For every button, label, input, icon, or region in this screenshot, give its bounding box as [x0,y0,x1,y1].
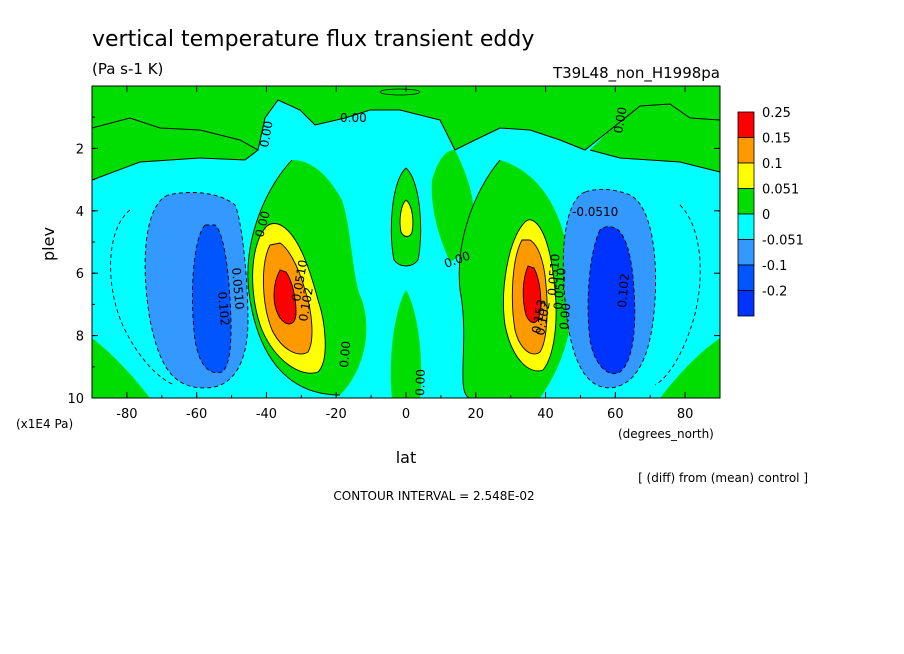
x-axis-label: lat [396,448,417,467]
legend-swatch [737,111,755,138]
dark-blue-region-left [192,225,232,373]
contour-label: 0.0510 [551,267,569,310]
legend-swatch [737,162,755,189]
x-tick-label: -80 [116,407,137,422]
contour-label: 0.0510 [545,253,563,296]
x-tick-label: -60 [186,407,207,422]
green-region-right-strip [590,104,720,172]
y-tick-label: 2 [76,142,84,157]
green-region-bottom-right [660,338,720,398]
red-region-right [523,266,541,323]
x-tick-label: 80 [677,407,694,422]
colorbar-legend: 0.25 0.15 0.1 0.051 0 -0.051 -0.1 -0.2 [737,106,804,317]
x-axis: -80 -60 -40 -20 0 20 40 60 80 [91,86,721,422]
legend-label: 0 [762,208,770,223]
contour-label: 0.00 [337,340,353,368]
contour-label: 0.00 [252,209,272,238]
top-center-feature [379,88,421,96]
y-tick-label: 10 [67,392,84,407]
legend-swatch [737,290,755,317]
zero-contours [92,99,720,181]
red-region-left [274,270,296,324]
y-tick-label: 6 [76,267,84,282]
chart-title: vertical temperature flux transient eddy [92,27,534,52]
contour-label: 0.153 [529,298,549,334]
contour-label: 0.00 [340,111,367,125]
x-tick-label: 0 [402,407,410,422]
legend-label: -0.1 [762,259,787,274]
contour-labels: 0.00 0.00 0.00 0.00 0.00 0.00 0.00 0.00 … [215,106,632,396]
dark-blue-region-right [588,226,635,374]
contour-field: 0.00 0.00 0.00 0.00 0.00 0.00 0.00 0.00 … [92,86,720,398]
contour-label: 0.00 [413,369,428,396]
green-region-bridge-right [431,150,475,262]
y-axis: 2 4 6 8 10 [67,116,720,407]
diff-note: [ (diff) from (mean) control ] [638,471,808,485]
contour-label: 0.00 [257,120,275,149]
legend-label: 0.1 [762,157,783,172]
positive-contours [247,159,557,398]
legend-label: 0.051 [762,183,799,198]
legend-label: 0.25 [762,106,791,121]
negative-contours [110,188,701,389]
chart-units: (Pa s-1 K) [92,60,163,78]
green-region-left-strip [92,118,258,180]
x-tick-label: 60 [607,407,624,422]
y-axis-units: (x1E4 Pa) [16,417,73,431]
contour-label: 0.00 [611,106,629,135]
y-tick-label: 8 [76,330,84,345]
green-region-top [92,86,720,150]
contour-label: 0.102 [296,286,316,322]
green-region-bottom-left [92,338,150,398]
contour-label: 0.102 [533,300,553,336]
legend-label: 0.15 [762,132,791,147]
dataset-label: T39L48_non_H1998pa [552,64,720,83]
legend-swatch [737,137,755,164]
legend-label: -0.2 [762,285,787,300]
x-axis-units: (degrees_north) [618,427,714,441]
y-axis-label: plev [39,227,58,261]
legend-swatch [737,213,755,240]
y-tick-label: 4 [76,205,84,220]
x-tick-label: -40 [256,407,277,422]
legend-swatch [737,188,755,215]
yellow-region-center [400,200,413,237]
legend-label: -0.051 [762,234,804,249]
legend-swatch [737,239,755,266]
x-tick-label: -20 [326,407,347,422]
legend-swatch [737,264,755,291]
contour-label: 0.00 [557,302,573,330]
contour-label: -0.0510 [572,205,618,219]
x-tick-label: 40 [537,407,554,422]
contour-label: 0.102 [215,291,232,326]
green-region-center-bottom [390,290,422,398]
contour-interval: CONTOUR INTERVAL = 2.548E-02 [333,489,534,503]
x-tick-label: 20 [468,407,485,422]
contour-label: 0.0510 [229,267,247,310]
contour-label: 0.102 [615,273,632,308]
